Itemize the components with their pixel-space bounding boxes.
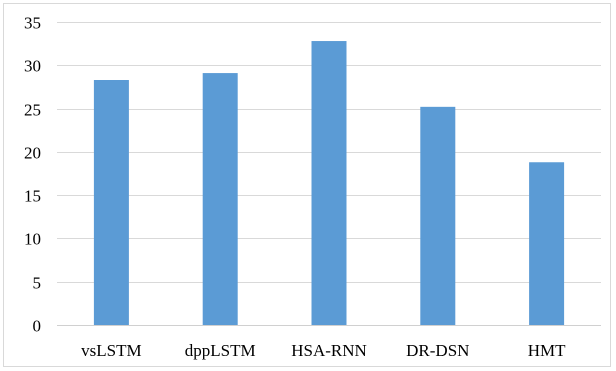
bar-hsa-rnn: [311, 41, 347, 325]
bars: [93, 41, 565, 325]
bar-dr-dsn: [420, 106, 456, 325]
y-tick-label: 0: [33, 317, 42, 336]
x-tick-label: HMT: [528, 341, 566, 360]
y-tick-label: 10: [24, 230, 41, 249]
bar-dpplstm: [202, 73, 238, 325]
y-tick-label: 5: [33, 274, 42, 293]
x-tick-label: vsLSTM: [81, 341, 141, 360]
y-tick-label: 15: [24, 187, 41, 206]
x-tick-label: dppLSTM: [185, 341, 256, 360]
x-axis-tick-labels: vsLSTM dppLSTM HSA-RNN DR-DSN HMT: [81, 341, 566, 360]
x-tick-label: HSA-RNN: [291, 341, 367, 360]
y-tick-label: 30: [24, 57, 41, 76]
y-tick-label: 35: [24, 14, 41, 33]
bar-vslstm: [93, 80, 129, 325]
y-tick-label: 25: [24, 101, 41, 120]
y-tick-label: 20: [24, 144, 41, 163]
y-axis-tick-labels: 0 5 10 15 20 25 30 35: [24, 14, 41, 336]
x-tick-label: DR-DSN: [406, 341, 469, 360]
bar-hmt: [529, 162, 565, 325]
